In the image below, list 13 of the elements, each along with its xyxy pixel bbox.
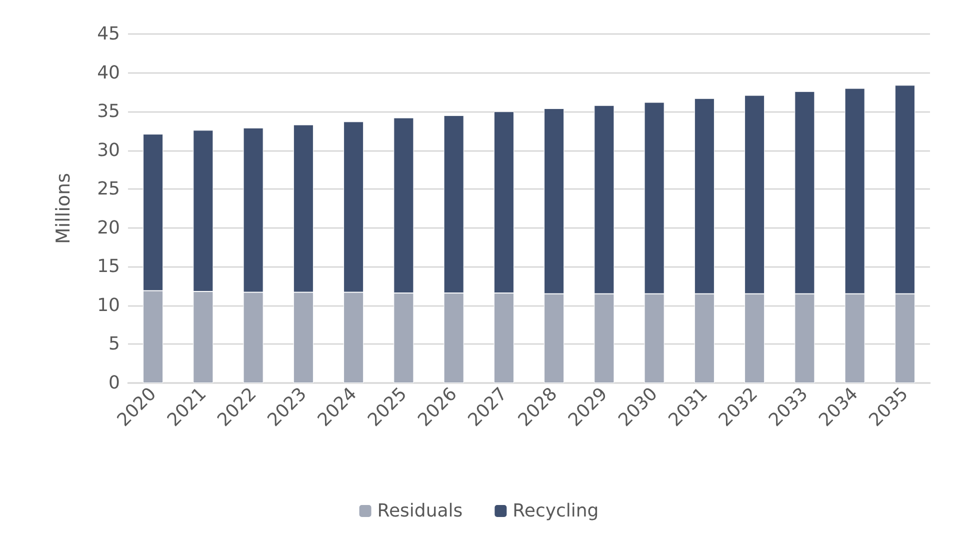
y-tick-label: 25: [97, 178, 120, 200]
legend-label: Recycling: [512, 500, 599, 522]
legend-label: Residuals: [377, 500, 463, 522]
y-tick-label: 30: [97, 140, 120, 161]
y-tick-label: 0: [108, 372, 120, 394]
y-tick-label: 15: [97, 256, 120, 278]
y-axis-title: Millions: [52, 172, 74, 244]
y-tick-label: 40: [97, 62, 120, 84]
y-tick-label: 45: [97, 24, 120, 44]
y-tick-label: 5: [108, 334, 120, 355]
y-tick-label: 10: [97, 294, 120, 316]
y-tick-label: 20: [97, 217, 120, 238]
y-tick-label: 35: [97, 101, 120, 122]
